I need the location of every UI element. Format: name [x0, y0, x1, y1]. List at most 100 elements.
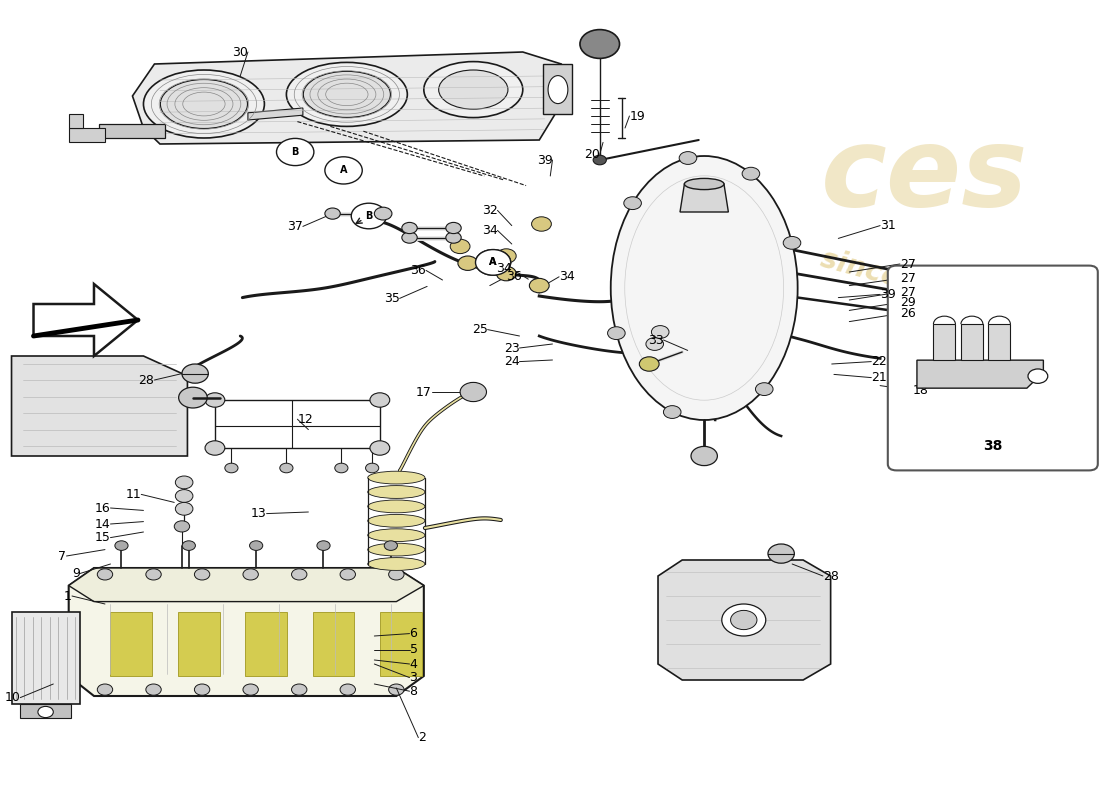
Circle shape	[292, 684, 307, 695]
Text: 27: 27	[900, 286, 916, 298]
Circle shape	[146, 569, 162, 580]
Text: 39: 39	[880, 288, 895, 301]
Polygon shape	[680, 184, 728, 212]
Text: 33: 33	[648, 334, 663, 346]
Text: 9: 9	[72, 567, 79, 580]
Text: since 1985: since 1985	[817, 245, 987, 315]
Circle shape	[529, 278, 549, 293]
Circle shape	[183, 541, 196, 550]
Circle shape	[175, 490, 192, 502]
Text: 29: 29	[900, 296, 915, 309]
Circle shape	[195, 569, 210, 580]
Text: A: A	[490, 258, 497, 267]
Ellipse shape	[424, 62, 522, 118]
Circle shape	[496, 266, 516, 281]
Text: 20: 20	[584, 148, 600, 161]
Text: 14: 14	[95, 518, 110, 530]
Text: 13: 13	[251, 507, 266, 520]
Text: 28: 28	[823, 570, 839, 582]
Circle shape	[460, 382, 486, 402]
Text: 30: 30	[232, 46, 248, 58]
Text: A: A	[340, 166, 348, 175]
Circle shape	[279, 463, 293, 473]
Ellipse shape	[367, 486, 425, 498]
Text: 3: 3	[409, 671, 417, 684]
Ellipse shape	[367, 471, 425, 484]
Circle shape	[651, 326, 669, 338]
Text: 36: 36	[410, 264, 426, 277]
Text: 1: 1	[64, 590, 72, 602]
Ellipse shape	[367, 514, 425, 527]
Text: 5: 5	[409, 643, 418, 656]
Circle shape	[496, 249, 516, 263]
Circle shape	[402, 222, 417, 234]
Bar	[961, 324, 983, 360]
Circle shape	[224, 463, 238, 473]
Polygon shape	[68, 114, 82, 128]
Text: 21: 21	[871, 371, 887, 384]
Polygon shape	[248, 108, 302, 120]
Text: 11: 11	[125, 488, 141, 501]
Bar	[178, 612, 220, 676]
Circle shape	[450, 239, 470, 254]
Ellipse shape	[367, 500, 425, 513]
Circle shape	[593, 155, 606, 165]
Text: 39: 39	[537, 154, 552, 166]
Circle shape	[174, 521, 189, 532]
Ellipse shape	[610, 156, 797, 420]
Circle shape	[475, 250, 510, 275]
Ellipse shape	[304, 71, 390, 118]
Circle shape	[646, 338, 663, 350]
Circle shape	[243, 569, 258, 580]
Circle shape	[624, 197, 641, 210]
Circle shape	[365, 463, 378, 473]
Circle shape	[97, 569, 112, 580]
Polygon shape	[20, 704, 70, 718]
Circle shape	[783, 237, 801, 250]
Text: 34: 34	[496, 262, 512, 275]
FancyBboxPatch shape	[888, 266, 1098, 470]
Circle shape	[37, 706, 53, 718]
Text: 17: 17	[416, 386, 431, 398]
Ellipse shape	[367, 529, 425, 542]
Circle shape	[370, 441, 389, 455]
Text: 8: 8	[409, 685, 418, 698]
Text: 35: 35	[384, 292, 399, 305]
Bar	[110, 612, 152, 676]
Ellipse shape	[548, 76, 568, 104]
Ellipse shape	[439, 70, 508, 110]
Circle shape	[475, 250, 510, 275]
Bar	[11, 612, 79, 704]
Ellipse shape	[161, 79, 248, 129]
Circle shape	[114, 541, 128, 550]
Circle shape	[324, 157, 362, 184]
Text: 7: 7	[58, 550, 66, 562]
Circle shape	[351, 203, 386, 229]
Circle shape	[446, 232, 461, 243]
Text: 27: 27	[900, 258, 916, 270]
Polygon shape	[99, 124, 165, 138]
Circle shape	[175, 476, 192, 489]
Polygon shape	[542, 64, 572, 114]
Text: 15: 15	[95, 531, 110, 544]
Circle shape	[384, 541, 397, 550]
Bar	[934, 324, 956, 360]
Text: 26: 26	[900, 307, 915, 320]
Circle shape	[178, 387, 207, 408]
Circle shape	[768, 544, 794, 563]
Circle shape	[250, 541, 263, 550]
Circle shape	[334, 463, 348, 473]
Circle shape	[205, 441, 224, 455]
Text: 28: 28	[139, 374, 154, 386]
Circle shape	[146, 684, 162, 695]
Circle shape	[340, 569, 355, 580]
Circle shape	[531, 217, 551, 231]
Text: 24: 24	[504, 355, 519, 368]
Polygon shape	[132, 52, 561, 144]
Text: 32: 32	[482, 204, 497, 217]
Polygon shape	[11, 356, 187, 456]
Circle shape	[388, 569, 404, 580]
Text: 6: 6	[409, 627, 417, 640]
Text: 16: 16	[95, 502, 110, 514]
Circle shape	[691, 446, 717, 466]
